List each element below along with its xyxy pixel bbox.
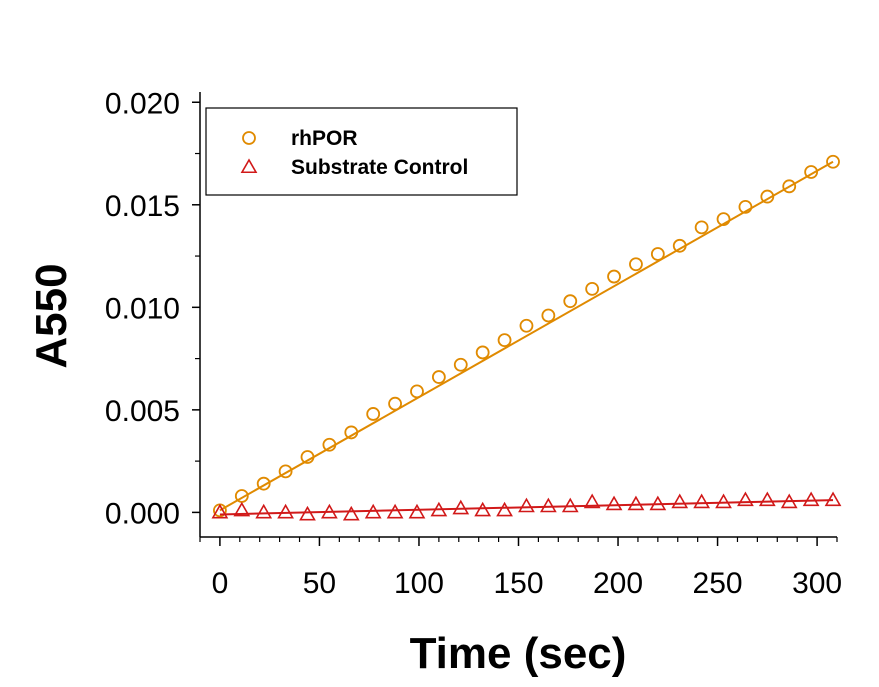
- x-tick-label: 150: [493, 567, 543, 600]
- data-point: [474, 501, 492, 517]
- series-2-fit-line: [219, 499, 834, 516]
- data-point: [388, 396, 402, 411]
- data-point: [300, 450, 315, 464]
- data-point: [650, 247, 665, 261]
- y-tick-label: 0.005: [105, 395, 180, 428]
- x-tick-label: 300: [792, 567, 842, 600]
- axes: 0.000 0.005 0.010 0.015 0.020 0 50 100 150 200 250…: [105, 87, 842, 600]
- data-point: [671, 493, 689, 509]
- data-point: [585, 281, 600, 296]
- data-point: [780, 493, 798, 509]
- y-tick-label: 0.015: [105, 190, 180, 223]
- data-point: [431, 370, 446, 384]
- data-point: [826, 154, 840, 169]
- data-point: [410, 384, 424, 399]
- data-point: [322, 437, 337, 452]
- data-point: [672, 238, 687, 253]
- x-tick-label: 200: [593, 567, 643, 600]
- data-point: [649, 495, 667, 511]
- data-point: [256, 476, 271, 491]
- data-point: [583, 493, 601, 509]
- data-point: [519, 318, 534, 333]
- data-point: [737, 491, 754, 507]
- data-point: [475, 345, 490, 360]
- x-tick-label: 250: [693, 567, 743, 600]
- data-point: [607, 269, 621, 284]
- data-point: [344, 425, 359, 440]
- legend-box: [205, 107, 518, 196]
- series-1-fit-line: [219, 160, 834, 512]
- data-point: [497, 333, 512, 348]
- data-point: [342, 505, 360, 521]
- data-point: [452, 499, 470, 515]
- data-point: [496, 501, 513, 517]
- x-axis-title: Time (sec): [410, 629, 627, 678]
- legend: rhPOR Substrate Control: [205, 107, 518, 196]
- legend-label: Substrate Control: [291, 156, 468, 179]
- data-point: [627, 495, 645, 511]
- data-point: [716, 212, 731, 227]
- y-tick-label: 0.000: [105, 497, 180, 530]
- data-point: [758, 491, 776, 507]
- data-point: [802, 491, 820, 507]
- data-point: [563, 294, 578, 309]
- data-point: [211, 503, 229, 519]
- legend-marker-triangle: [240, 158, 258, 174]
- data-point: [278, 464, 293, 479]
- data-point: [715, 493, 732, 509]
- series-2: [211, 491, 842, 521]
- data-point: [738, 199, 753, 214]
- data-point: [255, 503, 273, 519]
- y-tick-label: 0.010: [105, 292, 180, 325]
- x-tick-label: 0: [212, 567, 229, 600]
- data-point: [605, 495, 623, 511]
- data-point: [804, 165, 819, 179]
- data-point: [541, 308, 556, 323]
- legend-marker-circle: [242, 131, 256, 145]
- data-point: [539, 497, 557, 513]
- y-tick-label: 0.020: [105, 87, 180, 120]
- data-point: [824, 491, 842, 507]
- data-point: [453, 357, 468, 372]
- legend-label: rhPOR: [291, 127, 358, 150]
- series-layer: [211, 154, 842, 521]
- data-point: [364, 503, 382, 519]
- data-point: [366, 407, 381, 421]
- x-tick-label: 50: [303, 567, 336, 600]
- x-tick-label: 100: [394, 567, 444, 600]
- data-point: [277, 503, 294, 519]
- y-axis-title: A550: [27, 263, 76, 368]
- data-point: [430, 501, 448, 517]
- data-point: [760, 189, 775, 204]
- data-point: [629, 257, 643, 272]
- data-point: [386, 503, 404, 519]
- data-point: [408, 503, 426, 519]
- series-1: [213, 154, 840, 518]
- data-point: [694, 220, 709, 235]
- data-point: [561, 497, 579, 513]
- data-point: [233, 501, 251, 517]
- data-point: [299, 505, 316, 521]
- data-point: [321, 503, 338, 519]
- data-point: [693, 493, 711, 509]
- data-point: [518, 497, 535, 513]
- data-point: [782, 179, 797, 194]
